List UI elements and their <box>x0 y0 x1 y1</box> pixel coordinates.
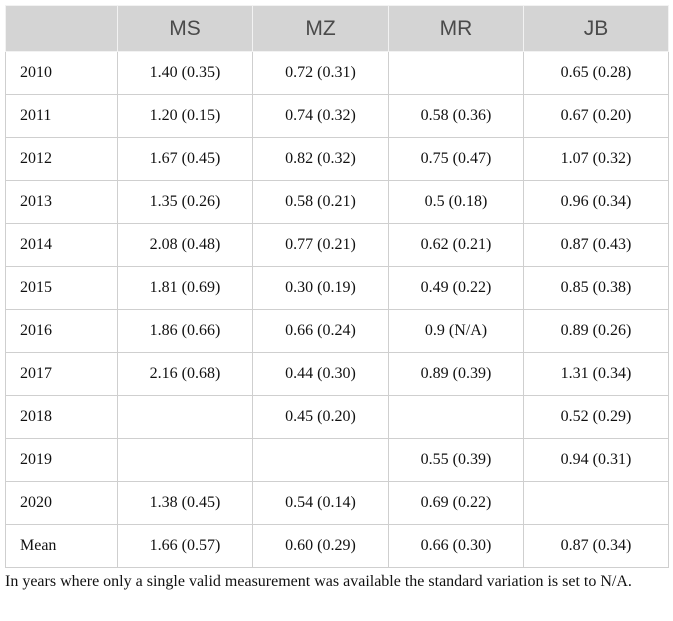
table-cell <box>252 438 389 482</box>
table-row: Mean 1.66 (0.57) 0.60 (0.29) 0.66 (0.30) 0.8… <box>5 524 669 568</box>
table-cell: 0.87 (0.34) <box>523 524 669 568</box>
table-cell: 0.89 (0.26) <box>523 309 669 353</box>
table-cell: 0.82 (0.32) <box>252 137 389 181</box>
table-cell: 0.66 (0.24) <box>252 309 389 353</box>
table-row: 2013 1.35 (0.26) 0.58 (0.21) 0.5 (0.18) 0.96… <box>5 180 669 224</box>
table-cell: 0.96 (0.34) <box>523 180 669 224</box>
table-cell: 1.35 (0.26) <box>117 180 253 224</box>
table-row: 2011 1.20 (0.15) 0.74 (0.32) 0.58 (0.36) 0.6… <box>5 94 669 138</box>
row-label: 2012 <box>5 137 118 181</box>
table-cell <box>117 438 253 482</box>
column-header: MZ <box>252 5 389 52</box>
table-cell: 0.89 (0.39) <box>388 352 524 396</box>
table-cell: 0.55 (0.39) <box>388 438 524 482</box>
table-cell: 0.72 (0.31) <box>252 51 389 95</box>
column-header: MS <box>117 5 253 52</box>
table-row: 2012 1.67 (0.45) 0.82 (0.32) 0.75 (0.47) 1.0… <box>5 137 669 181</box>
row-label: 2017 <box>5 352 118 396</box>
table-cell <box>523 481 669 525</box>
table-row: 2018 0.45 (0.20) 0.52 (0.29) <box>5 395 669 439</box>
table-cell: 0.69 (0.22) <box>388 481 524 525</box>
data-table: MS MZ MR JB 2010 1.40 (0.35) 0.72 (0.31) 0.65 … <box>5 5 669 568</box>
table-cell: 1.07 (0.32) <box>523 137 669 181</box>
table-cell: 1.31 (0.34) <box>523 352 669 396</box>
table-cell: 0.30 (0.19) <box>252 266 389 310</box>
table-row: 2014 2.08 (0.48) 0.77 (0.21) 0.62 (0.21) 0.8… <box>5 223 669 267</box>
header-row: MS MZ MR JB <box>5 5 669 52</box>
row-label: 2013 <box>5 180 118 224</box>
table-cell: 1.86 (0.66) <box>117 309 253 353</box>
table-cell: 1.40 (0.35) <box>117 51 253 95</box>
table-cell: 0.45 (0.20) <box>252 395 389 439</box>
table-cell: 0.94 (0.31) <box>523 438 669 482</box>
table-cell: 0.62 (0.21) <box>388 223 524 267</box>
column-header <box>5 5 118 52</box>
table-cell: 0.60 (0.29) <box>252 524 389 568</box>
column-header: JB <box>523 5 669 52</box>
row-label: Mean <box>5 524 118 568</box>
table-cell: 0.54 (0.14) <box>252 481 389 525</box>
table-container: MS MZ MR JB 2010 1.40 (0.35) 0.72 (0.31) 0.65 … <box>5 5 669 568</box>
table-cell: 0.67 (0.20) <box>523 94 669 138</box>
table-cell <box>388 51 524 95</box>
table-cell: 0.75 (0.47) <box>388 137 524 181</box>
row-label: 2014 <box>5 223 118 267</box>
table-cell: 0.87 (0.43) <box>523 223 669 267</box>
table-cell: 2.08 (0.48) <box>117 223 253 267</box>
table-row: 2020 1.38 (0.45) 0.54 (0.14) 0.69 (0.22) <box>5 481 669 525</box>
table-row: 2019 0.55 (0.39) 0.94 (0.31) <box>5 438 669 482</box>
row-label: 2020 <box>5 481 118 525</box>
table-cell: 0.74 (0.32) <box>252 94 389 138</box>
table-cell: 0.66 (0.30) <box>388 524 524 568</box>
table-cell: 1.81 (0.69) <box>117 266 253 310</box>
table-cell: 0.65 (0.28) <box>523 51 669 95</box>
table-cell: 0.52 (0.29) <box>523 395 669 439</box>
footnote: In years where only a single valid measu… <box>5 573 632 590</box>
row-label: 2011 <box>5 94 118 138</box>
row-label: 2010 <box>5 51 118 95</box>
table-cell: 1.66 (0.57) <box>117 524 253 568</box>
table-cell: 0.9 (N/A) <box>388 309 524 353</box>
column-header: MR <box>388 5 524 52</box>
table-row: 2017 2.16 (0.68) 0.44 (0.30) 0.89 (0.39) 1.3… <box>5 352 669 396</box>
table-cell: 0.77 (0.21) <box>252 223 389 267</box>
table-cell: 1.67 (0.45) <box>117 137 253 181</box>
table-cell: 1.20 (0.15) <box>117 94 253 138</box>
table-cell: 0.5 (0.18) <box>388 180 524 224</box>
table-cell <box>388 395 524 439</box>
row-label: 2015 <box>5 266 118 310</box>
row-label: 2019 <box>5 438 118 482</box>
table-cell <box>117 395 253 439</box>
table-body: 2010 1.40 (0.35) 0.72 (0.31) 0.65 (0.28) 201… <box>5 51 669 568</box>
table-cell: 0.85 (0.38) <box>523 266 669 310</box>
row-label: 2018 <box>5 395 118 439</box>
table-cell: 0.58 (0.21) <box>252 180 389 224</box>
table-cell: 2.16 (0.68) <box>117 352 253 396</box>
table-cell: 0.58 (0.36) <box>388 94 524 138</box>
table-row: 2010 1.40 (0.35) 0.72 (0.31) 0.65 (0.28) <box>5 51 669 95</box>
table-cell: 0.44 (0.30) <box>252 352 389 396</box>
row-label: 2016 <box>5 309 118 353</box>
table-row: 2015 1.81 (0.69) 0.30 (0.19) 0.49 (0.22) 0.8… <box>5 266 669 310</box>
table-row: 2016 1.86 (0.66) 0.66 (0.24) 0.9 (N/A) 0.89 … <box>5 309 669 353</box>
table-cell: 0.49 (0.22) <box>388 266 524 310</box>
table-cell: 1.38 (0.45) <box>117 481 253 525</box>
